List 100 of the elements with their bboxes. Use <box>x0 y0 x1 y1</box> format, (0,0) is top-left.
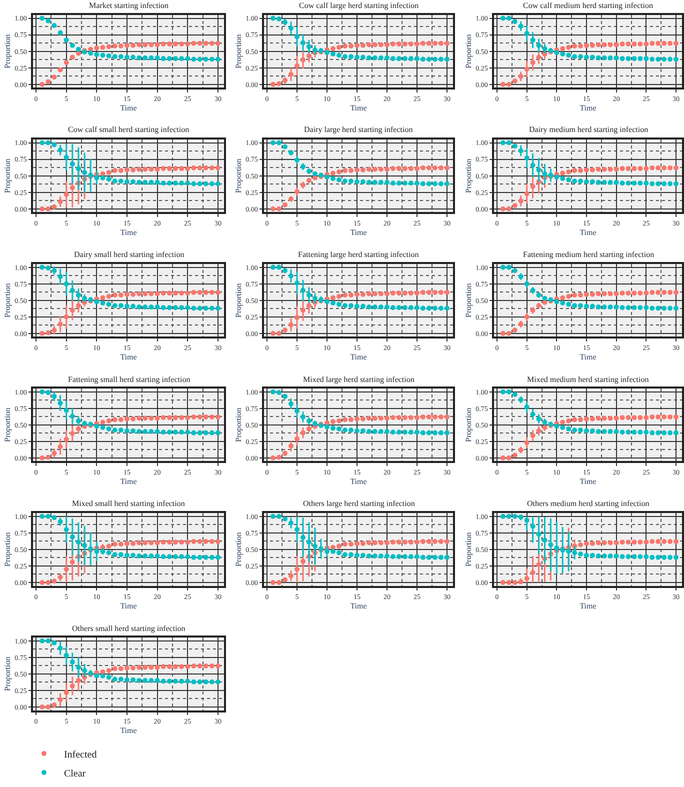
point <box>52 328 57 333</box>
point <box>94 175 100 180</box>
point <box>288 72 294 77</box>
point <box>76 292 81 298</box>
chart-title: Fattening small herd starting infection <box>68 375 190 384</box>
chart-title: Dairy large herd starting infection <box>304 125 413 134</box>
point <box>294 436 300 442</box>
point <box>312 47 318 52</box>
point <box>536 562 542 568</box>
point <box>300 414 306 420</box>
point <box>76 678 81 684</box>
point <box>530 60 536 66</box>
point <box>70 161 75 166</box>
point <box>312 544 318 549</box>
point <box>518 148 524 154</box>
x-axis-title: Time <box>120 476 138 486</box>
point <box>58 519 63 524</box>
chart-title: Cow calf medium herd starting infection <box>523 1 653 10</box>
point <box>70 683 75 688</box>
point <box>82 296 88 301</box>
point <box>306 540 312 545</box>
point <box>524 281 530 286</box>
point <box>70 308 75 313</box>
point <box>566 548 572 554</box>
point <box>76 540 81 545</box>
point <box>536 54 542 60</box>
point <box>52 450 57 456</box>
point <box>306 303 312 308</box>
point <box>294 34 300 40</box>
y-axis-title: Proportion <box>234 283 243 318</box>
y-axis-title: Proportion <box>464 158 473 193</box>
y-axis-title: Proportion <box>2 408 12 442</box>
point <box>524 440 530 446</box>
point <box>64 690 69 695</box>
point <box>288 444 294 449</box>
point <box>530 412 536 417</box>
point <box>306 44 312 50</box>
point <box>64 527 69 532</box>
point <box>324 548 330 554</box>
point <box>64 566 69 572</box>
point <box>52 394 57 399</box>
point <box>288 26 294 31</box>
chart-title: Dairy small herd starting infection <box>74 250 184 259</box>
point <box>82 542 88 548</box>
point <box>524 66 530 72</box>
chart-title: Others small herd starting infection <box>72 624 186 633</box>
point <box>524 30 530 36</box>
point <box>300 40 306 46</box>
point <box>524 314 530 320</box>
chart-title: Cow calf large herd starting infection <box>299 1 419 10</box>
point <box>70 288 75 293</box>
x-axis-title: Time <box>120 602 138 611</box>
point <box>294 157 300 162</box>
point <box>64 436 69 442</box>
point <box>294 566 300 572</box>
y-axis-title: Proportion <box>2 532 12 567</box>
y-axis-title: Proportion <box>464 532 473 567</box>
x-axis-title: Time <box>350 228 368 237</box>
y-axis-title: Proportion <box>234 158 243 193</box>
point <box>70 660 75 665</box>
y-axis-title: Proportion <box>464 283 473 318</box>
point <box>58 646 63 651</box>
x-axis-title: Time <box>580 103 597 112</box>
point <box>288 573 294 578</box>
point <box>58 322 63 327</box>
point <box>530 162 536 168</box>
y-axis-title: Proportion <box>234 532 243 567</box>
point <box>530 38 536 43</box>
point <box>288 273 294 278</box>
point <box>536 428 542 434</box>
point <box>294 315 300 320</box>
point <box>536 167 542 172</box>
legend-label: Infected <box>64 749 97 760</box>
x-axis-title: Time <box>580 352 597 362</box>
point <box>300 534 306 540</box>
x-axis-title: Time <box>580 602 597 611</box>
point <box>58 444 63 450</box>
point <box>76 664 81 670</box>
point <box>76 426 81 432</box>
point <box>294 280 300 286</box>
x-axis-title: Time <box>120 103 138 112</box>
x-axis-title: Time <box>350 352 368 362</box>
point <box>288 322 294 328</box>
point <box>518 74 524 79</box>
point <box>288 520 294 526</box>
x-axis-title: Time <box>580 476 597 486</box>
point <box>518 198 524 204</box>
point <box>58 148 63 153</box>
x-axis-title: Time <box>350 103 368 112</box>
point <box>288 401 294 406</box>
point <box>64 154 69 160</box>
y-axis-title: Proportion <box>2 283 12 318</box>
point <box>300 308 306 313</box>
chart-title: Cow calf small herd starting infection <box>68 125 190 134</box>
point <box>294 408 300 414</box>
point <box>58 400 63 406</box>
chart-title: Others large herd starting infection <box>303 499 415 508</box>
point <box>294 63 300 68</box>
point <box>76 166 81 172</box>
chart-title: Mixed medium herd starting infection <box>527 375 649 384</box>
